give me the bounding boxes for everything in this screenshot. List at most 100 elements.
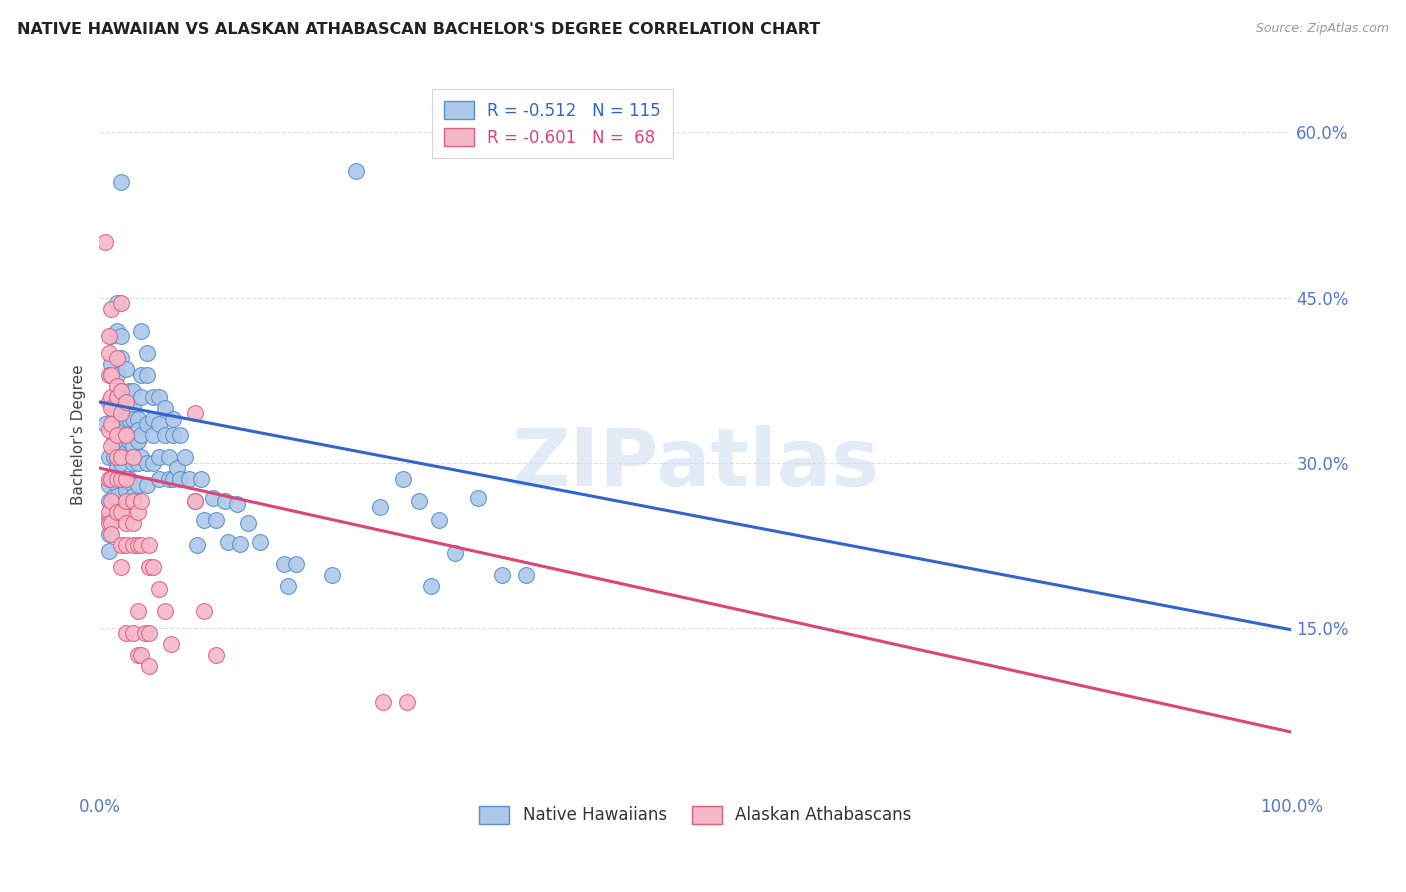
Point [515, 567, 537, 582]
Point [136, 477, 159, 491]
Point [238, 516, 260, 530]
Point [129, 368, 152, 382]
Point [110, 434, 132, 448]
Point [136, 345, 159, 359]
Point [98, 345, 121, 359]
Point [105, 428, 128, 442]
Point [127, 604, 149, 618]
Point [249, 534, 271, 549]
Point [105, 378, 128, 392]
Y-axis label: Bachelor's Degree: Bachelor's Degree [72, 365, 86, 506]
Point [100, 329, 122, 343]
Point [184, 406, 207, 420]
Point [110, 296, 132, 310]
Point [121, 477, 143, 491]
Text: NATIVE HAWAIIAN VS ALASKAN ATHABASCAN BACHELOR'S DEGREE CORRELATION CHART: NATIVE HAWAIIAN VS ALASKAN ATHABASCAN BA… [17, 22, 820, 37]
Point [190, 472, 212, 486]
Point [129, 538, 152, 552]
Point [138, 560, 160, 574]
Point [127, 456, 149, 470]
Point [121, 494, 143, 508]
Point [121, 516, 143, 530]
Point [98, 477, 121, 491]
Point [114, 538, 136, 552]
Point [153, 401, 176, 415]
Point [148, 417, 170, 431]
Point [94, 235, 117, 250]
Point [408, 494, 430, 508]
Point [160, 637, 183, 651]
Point [110, 406, 132, 420]
Point [105, 401, 128, 415]
Point [114, 472, 136, 486]
Point [114, 428, 136, 442]
Point [100, 417, 122, 431]
Point [98, 472, 121, 486]
Point [110, 456, 132, 470]
Point [105, 505, 128, 519]
Point [118, 384, 141, 398]
Point [443, 546, 465, 560]
Point [166, 461, 188, 475]
Point [162, 472, 184, 486]
Point [105, 324, 128, 338]
Point [148, 450, 170, 464]
Point [121, 384, 143, 398]
Point [148, 390, 170, 404]
Point [98, 494, 121, 508]
Point [98, 368, 121, 382]
Point [98, 450, 121, 464]
Point [105, 477, 128, 491]
Point [114, 444, 136, 458]
Point [114, 494, 136, 508]
Point [100, 516, 122, 530]
Point [100, 494, 122, 508]
Point [98, 423, 121, 437]
Point [138, 659, 160, 673]
Point [169, 472, 191, 486]
Point [136, 456, 159, 470]
Point [277, 579, 299, 593]
Point [105, 351, 128, 365]
Point [153, 604, 176, 618]
Point [98, 543, 121, 558]
Point [114, 472, 136, 486]
Point [127, 648, 149, 662]
Point [127, 505, 149, 519]
Point [129, 450, 152, 464]
Point [110, 384, 132, 398]
Point [129, 390, 152, 404]
Point [368, 500, 391, 514]
Point [127, 423, 149, 437]
Point [127, 538, 149, 552]
Point [114, 626, 136, 640]
Point [105, 296, 128, 310]
Point [103, 472, 125, 486]
Point [118, 434, 141, 448]
Point [162, 428, 184, 442]
Point [98, 510, 121, 524]
Point [118, 411, 141, 425]
Point [103, 406, 125, 420]
Point [110, 472, 132, 486]
Point [225, 497, 247, 511]
Point [174, 450, 197, 464]
Point [105, 450, 128, 464]
Point [157, 450, 180, 464]
Point [98, 527, 121, 541]
Point [121, 626, 143, 640]
Point [110, 560, 132, 574]
Point [201, 491, 224, 505]
Point [217, 534, 239, 549]
Point [100, 401, 122, 415]
Point [129, 648, 152, 662]
Point [392, 472, 415, 486]
Point [94, 417, 117, 431]
Point [148, 472, 170, 486]
Point [321, 567, 343, 582]
Point [121, 538, 143, 552]
Point [110, 395, 132, 409]
Point [100, 390, 122, 404]
Point [118, 401, 141, 415]
Point [103, 434, 125, 448]
